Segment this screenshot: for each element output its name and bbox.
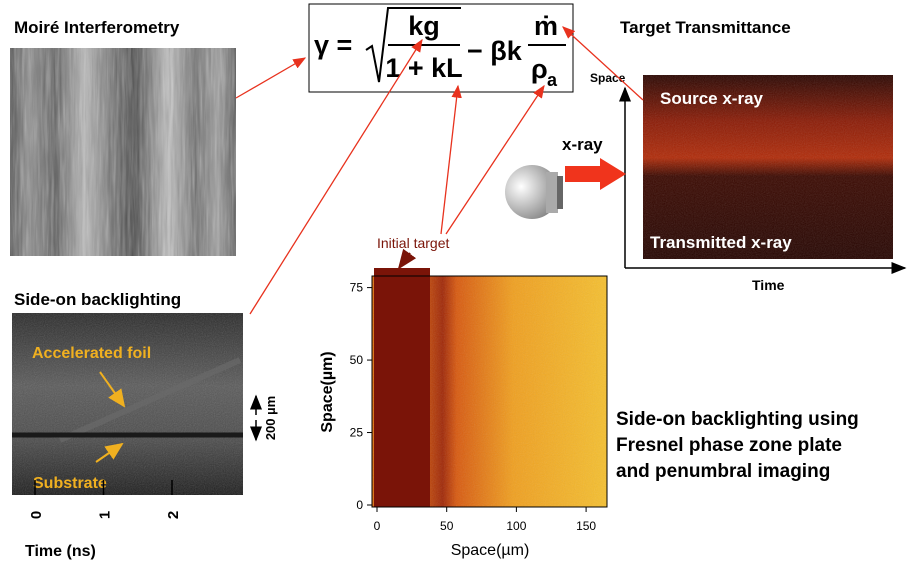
y-tick-label: 0 xyxy=(356,498,363,512)
time-tick-label: 2 xyxy=(165,511,182,519)
time-tick-label: 0 xyxy=(28,511,45,519)
connector-arrow xyxy=(441,86,458,234)
time-tick-label: 1 xyxy=(97,511,114,519)
source-label: Source x-ray xyxy=(660,89,764,108)
equation-den2-sub: a xyxy=(547,70,558,90)
plot-y-label: Space(µm) xyxy=(319,351,336,432)
equation-den1: 1 + kL xyxy=(385,53,462,83)
connector-arrow xyxy=(236,58,305,98)
x-tick-label: 0 xyxy=(374,519,381,533)
transmittance-title: Target Transmittance xyxy=(620,18,791,37)
x-tick-label: 50 xyxy=(440,519,454,533)
equation-num1: kg xyxy=(408,11,440,41)
equation-den2: ρ xyxy=(531,54,548,84)
transmittance-x-label: Time xyxy=(752,277,785,293)
y-tick-label: 75 xyxy=(350,281,364,295)
xray-arrow xyxy=(565,158,626,190)
xray-label: x-ray xyxy=(562,135,603,154)
side-on-texture xyxy=(12,313,243,495)
connector-arrow xyxy=(563,27,643,100)
x-tick-label: 150 xyxy=(576,519,596,533)
source-cap xyxy=(546,172,558,213)
equation-num2: ṁ xyxy=(534,11,558,41)
foil-label: Accelerated foil xyxy=(32,345,151,362)
scale-label: 200 µm xyxy=(263,396,278,440)
initial-target-label: Initial target xyxy=(377,235,449,251)
initial-target xyxy=(374,268,430,507)
caption-line: Fresnel phase zone plate xyxy=(616,435,842,456)
side-on-x-label: Time (ns) xyxy=(25,543,96,560)
transmittance-y-label: Space xyxy=(590,71,626,85)
source-cap-rim xyxy=(557,176,563,209)
substrate-label: Substrate xyxy=(33,475,107,492)
side-on-title: Side-on backlighting xyxy=(14,290,181,309)
equation-lhs: γ = xyxy=(314,30,352,60)
equation-term2: − βk xyxy=(467,36,523,66)
initial-target-pointer xyxy=(399,253,410,268)
figure: Moiré Interferometry γ = kg 1 + kL − βk … xyxy=(0,0,907,565)
caption-line: Side-on backlighting using xyxy=(616,409,859,430)
caption-line: and penumbral imaging xyxy=(616,461,830,482)
plot-x-label: Space(µm) xyxy=(451,542,530,559)
y-tick-label: 50 xyxy=(350,353,364,367)
moire-texture xyxy=(10,48,236,256)
y-tick-label: 25 xyxy=(350,426,364,440)
transmitted-label: Transmitted x-ray xyxy=(650,233,792,252)
x-tick-label: 100 xyxy=(506,519,526,533)
moire-title: Moiré Interferometry xyxy=(14,18,180,37)
